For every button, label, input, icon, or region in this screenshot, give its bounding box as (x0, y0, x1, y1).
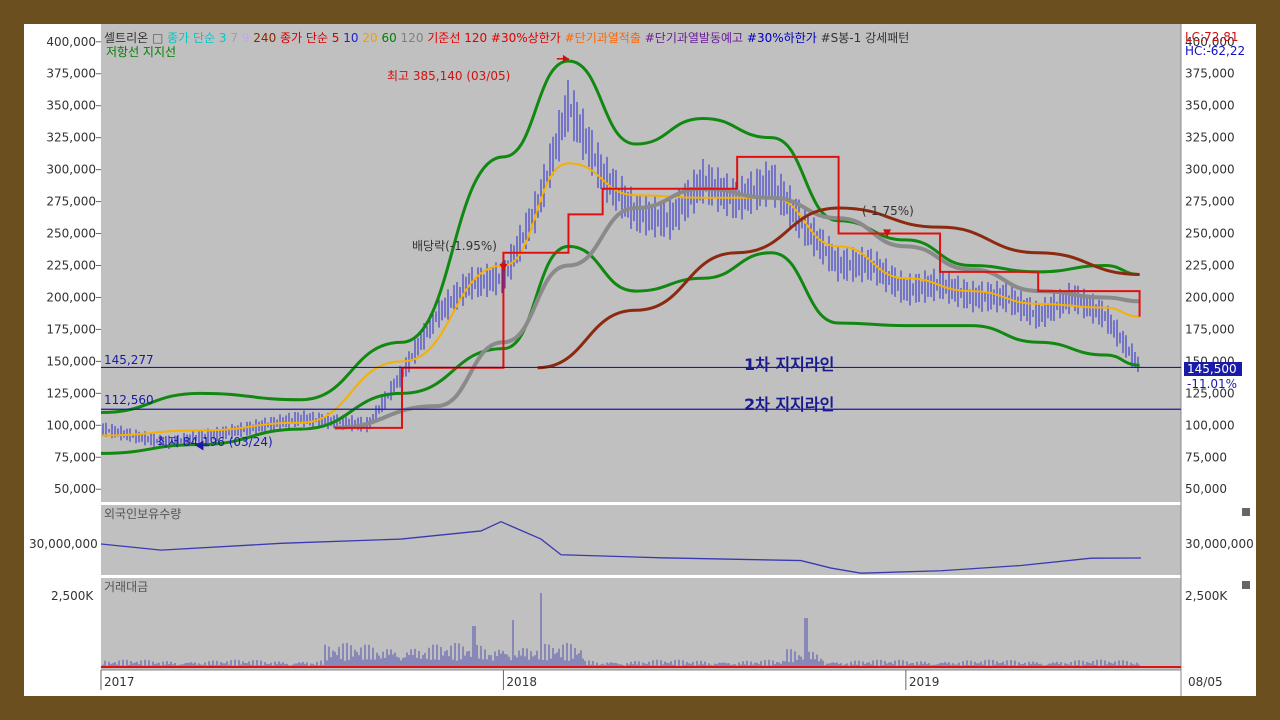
legend-entry: 셀트리온 (104, 31, 148, 45)
y-tick-label-left: 75,000 (54, 450, 96, 464)
legend-entry: #단기과열발동예고 (641, 31, 743, 45)
legend-entry: 9 (238, 31, 249, 45)
panel3-right-tick: 2,500K (1185, 589, 1228, 603)
legend-support-resistance: 저항선 지지선 (106, 45, 176, 59)
annotation-markers (195, 54, 892, 451)
support-lines (101, 366, 1181, 410)
date-corner: 08/05 (1188, 675, 1223, 689)
panel3-close-icon[interactable] (1242, 581, 1250, 589)
volume-bars (101, 593, 1181, 668)
last-change: -11.01% (1187, 377, 1237, 391)
legend-entry: #S봉-1 강세패턴 (817, 31, 909, 45)
y-tick-label-left: 225,000 (46, 259, 96, 273)
panel2-title: 외국인보유수량 (104, 507, 181, 521)
y-tick-label-right: 50,000 (1185, 482, 1227, 496)
y-tick-label-left: 100,000 (46, 418, 96, 432)
y-tick-label-left: 200,000 (46, 290, 96, 304)
support1-title: 1차 지지라인 (744, 355, 834, 374)
price-panel (101, 24, 1181, 502)
chart-window: 400,000 400,000 375,000 375,000 350,000 350,0… (24, 24, 1256, 696)
y-tick-label-left: 125,000 (46, 386, 96, 400)
grid (96, 41, 101, 490)
band-lower-line (100, 244, 1140, 455)
legend-entry: #단기과열적출 (561, 31, 641, 45)
legend-entry: 7 (227, 31, 238, 45)
panel3-left-tick: 2,500K (51, 589, 94, 603)
legend-entry: 240 (249, 31, 276, 45)
y-tick-label-right: 125,000 (1185, 386, 1235, 400)
price-y-ticks: 400,000 400,000 375,000 375,000 350,000 350,0… (46, 35, 1234, 496)
legend-entry: #30%상한가 (487, 31, 561, 45)
high-arrow-head (562, 54, 569, 63)
pct-annotation: (-1.75%) (862, 204, 914, 218)
dividend-arrow (499, 263, 508, 272)
y-tick-label-left: 325,000 (46, 131, 96, 145)
last-price: 145,500 (1187, 362, 1237, 376)
foreign-holding-line (100, 520, 1142, 574)
low-arrow-head (195, 440, 204, 451)
y-tick-label-left: 400,000 (46, 35, 96, 49)
hc-label: HC:-62,22 (1185, 44, 1245, 58)
ma20-line (100, 162, 1140, 437)
y-tick-label-left: 150,000 (46, 354, 96, 368)
y-tick-label-right: 275,000 (1185, 195, 1235, 209)
last-price-badge (1184, 362, 1242, 376)
y-tick-label-left: 375,000 (46, 67, 96, 81)
legend-entry: 기준선 120 (423, 31, 487, 45)
y-tick-label-right: 300,000 (1185, 163, 1235, 177)
y-tick-label-right: 100,000 (1185, 418, 1235, 432)
y-tick-label-left: 175,000 (46, 322, 96, 336)
low-annotation: 최저 84,196 (03/24) (157, 435, 273, 449)
chart-legend: 셀트리온 □ 종가 단순 3 7 9 240 종가 단순 5 10 20 60 … (104, 31, 909, 45)
y-tick-label-right: 250,000 (1185, 227, 1235, 241)
y-tick-label-left: 350,000 (46, 99, 96, 113)
ma240-line (537, 206, 1140, 370)
high-annotation: 최고 385,140 (03/05) (387, 69, 510, 83)
support2-title: 2차 지지라인 (744, 395, 834, 414)
y-tick-label-left: 50,000 (54, 482, 96, 496)
y-tick-label-right: 75,000 (1185, 450, 1227, 464)
y-tick-label-right: 175,000 (1185, 322, 1235, 336)
x-tick-label: 2017 (104, 675, 135, 689)
y-tick-label-right: 325,000 (1185, 131, 1235, 145)
y-tick-label-left: 250,000 (46, 227, 96, 241)
foreign-holding-path (100, 520, 1142, 574)
panel2-right-tick: 30,000,000 (1185, 537, 1254, 551)
band-upper-line (100, 59, 1140, 415)
panel2-left-tick: 30,000,000 (29, 537, 98, 551)
y-tick-label-right: 225,000 (1185, 259, 1235, 273)
date-axis-area (24, 670, 1256, 696)
y-tick-label-right: 350,000 (1185, 99, 1235, 113)
panel2-close-icon[interactable] (1242, 508, 1250, 516)
legend-entry: 10 (339, 31, 358, 45)
dividend-annotation: 배당락(-1.95%) (412, 239, 497, 253)
stock-chart: 400,000 400,000 375,000 375,000 350,000 350,0… (24, 24, 1256, 696)
x-tick-label: 2018 (506, 675, 537, 689)
y-tick-label-left: 300,000 (46, 163, 96, 177)
y-tick-label-right: 200,000 (1185, 290, 1235, 304)
panel3-title: 거래대금 (104, 580, 148, 594)
legend-entry: 20 (359, 31, 378, 45)
volume-panel (101, 578, 1181, 670)
legend-entry: 60 (378, 31, 397, 45)
date-x-ticks: 2017 2018 2019 (100, 670, 940, 690)
legend-entry: 120 (397, 31, 424, 45)
y-tick-label-left: 275,000 (46, 195, 96, 209)
legend-entry: 종가 단순 5 (276, 31, 339, 45)
x-tick-label: 2019 (909, 675, 940, 689)
ma120-line (334, 186, 1140, 430)
legend-entry: 종가 단순 3 (163, 31, 226, 45)
foreign-panel (101, 505, 1181, 575)
support2-value: 112,560 (104, 393, 154, 407)
support1-value: 145,277 (104, 353, 154, 367)
legend-entry: #30%하한가 (743, 31, 817, 45)
y-tick-label-right: 375,000 (1185, 67, 1235, 81)
lc-label: LC:72,81 (1185, 30, 1238, 44)
pct-arrow (883, 229, 892, 238)
legend-entry: □ (148, 31, 163, 45)
y-tick-label-right: 400,000 (1185, 35, 1235, 49)
